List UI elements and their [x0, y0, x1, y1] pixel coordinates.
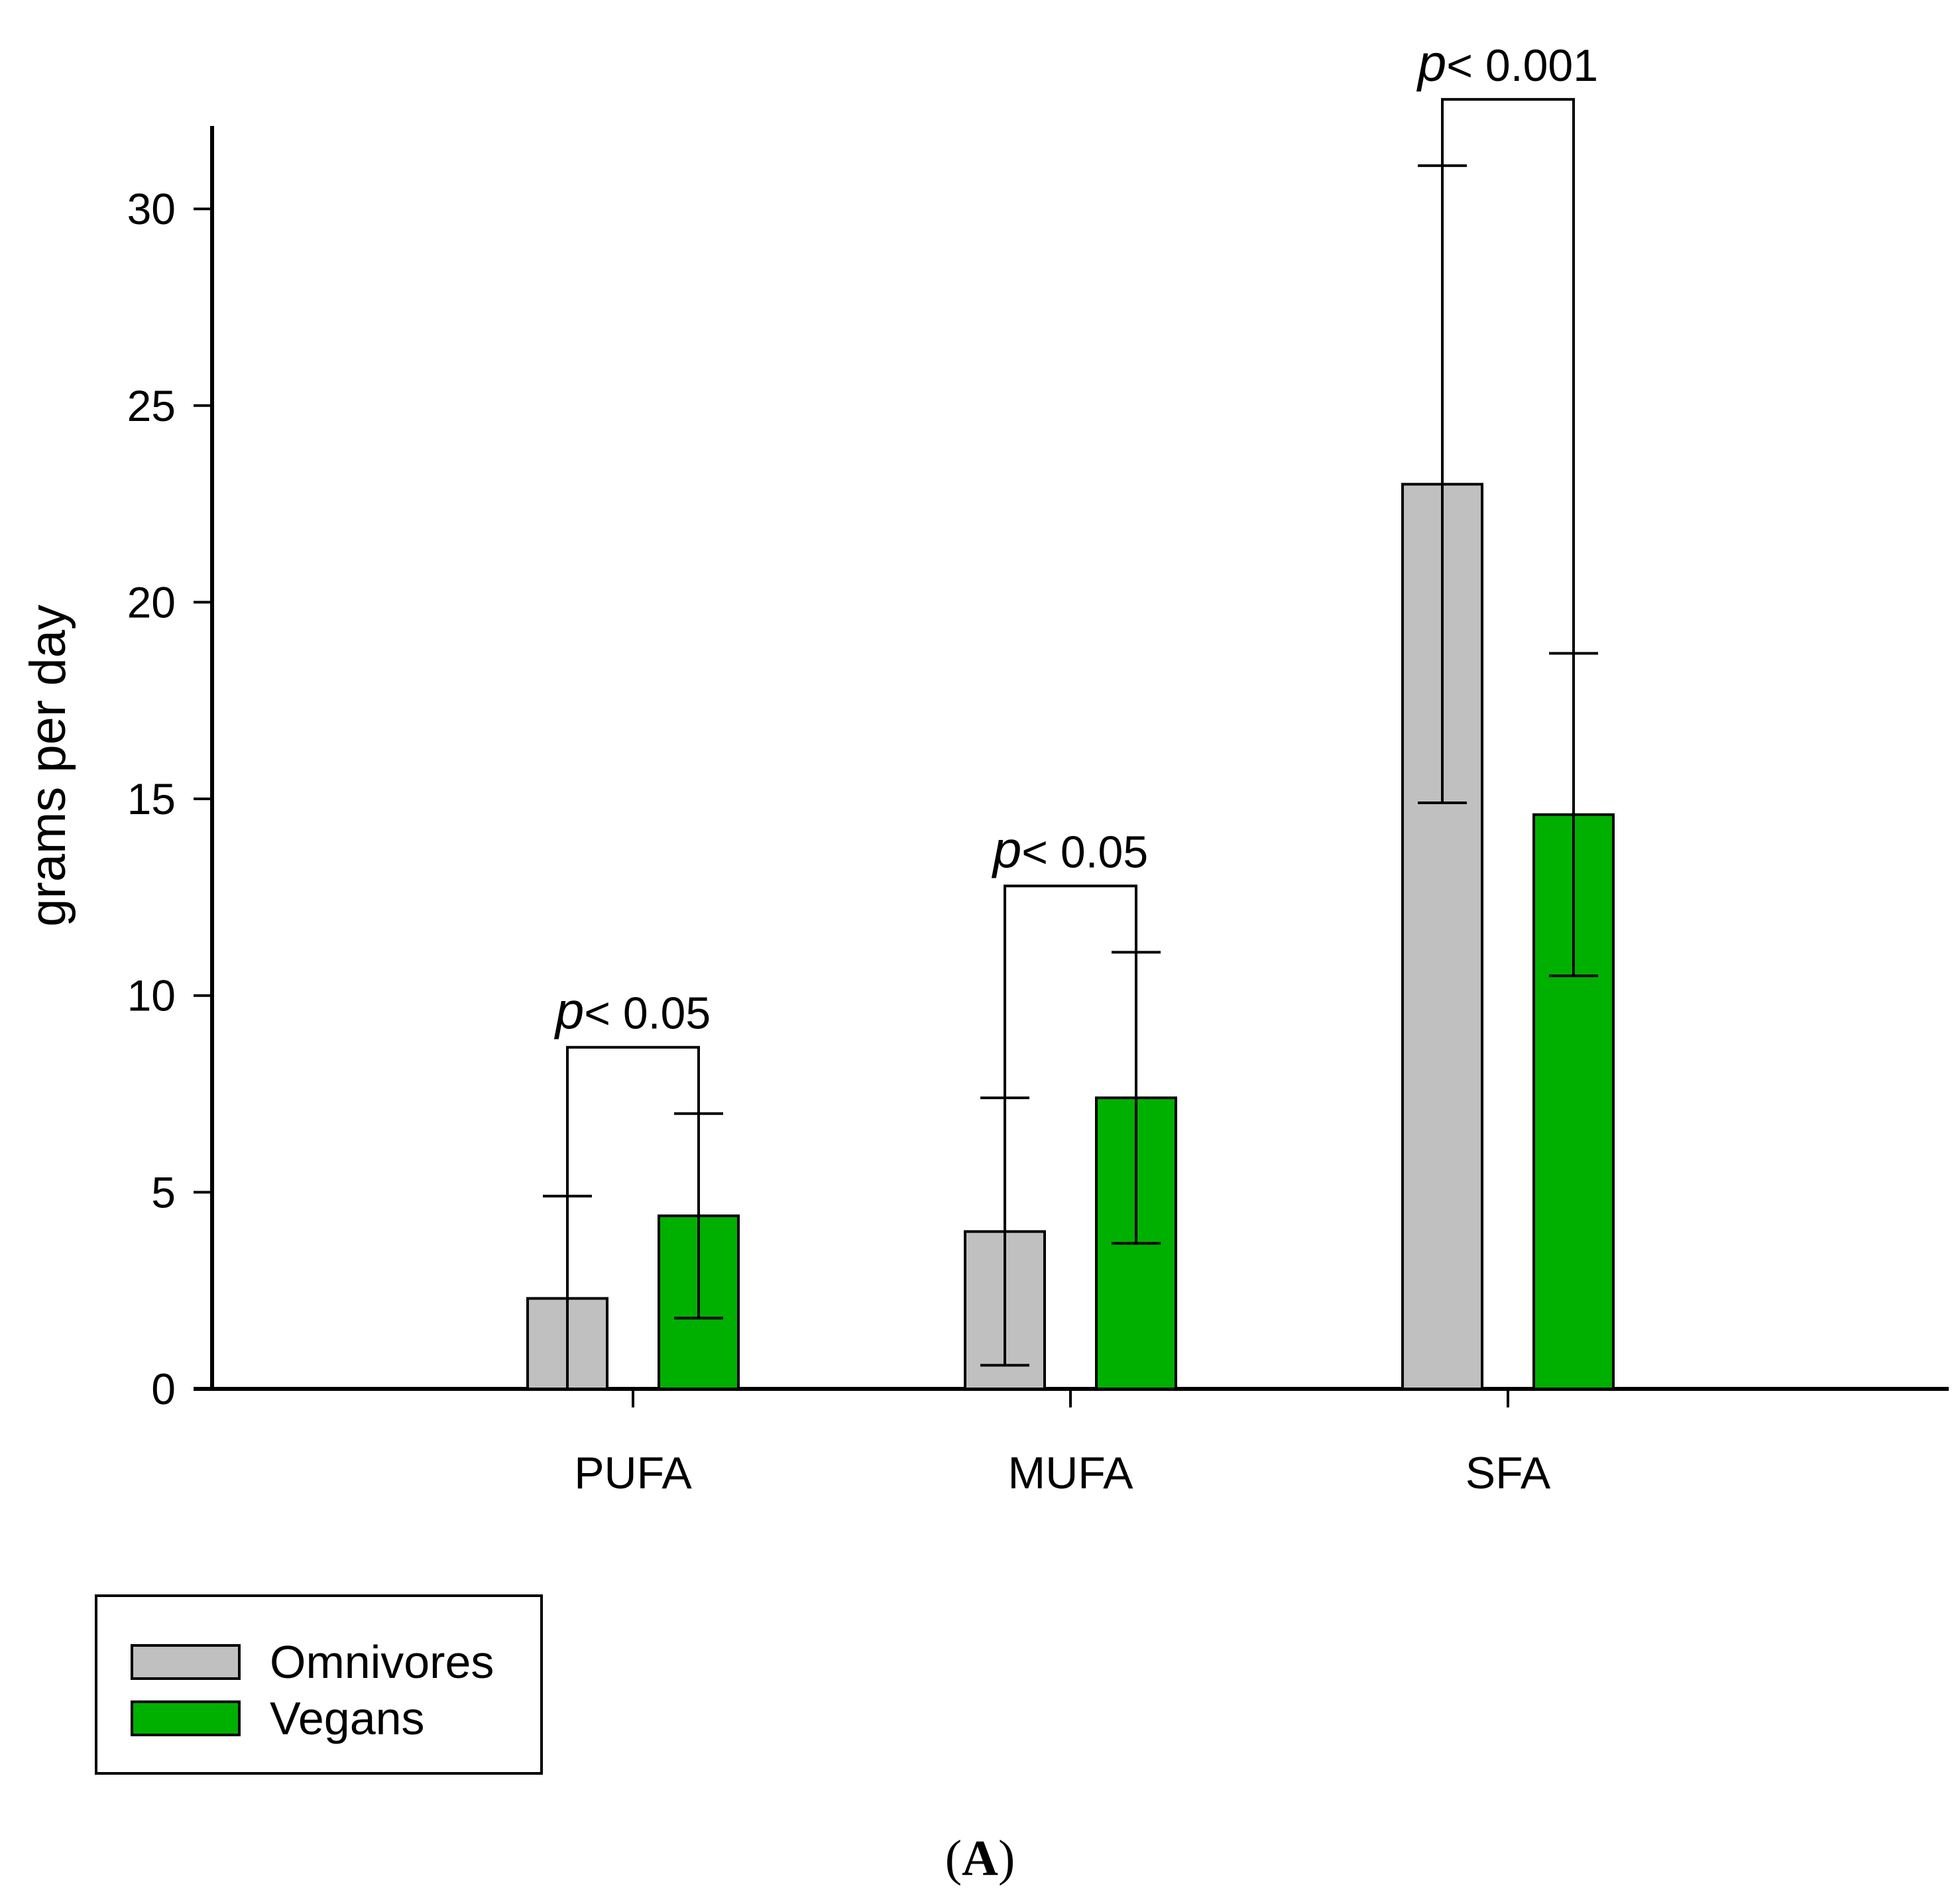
panel-label: (A) [945, 1830, 1015, 1886]
sig-value-sfa: < 0.001 [1446, 40, 1598, 91]
legend: Omnivores Vegans [95, 1594, 543, 1775]
panel-letter: A [962, 1830, 998, 1886]
sig-value-pufa: < 0.05 [584, 988, 711, 1039]
significance-brackets: p< 0.05p< 0.05p< 0.001 [554, 34, 1598, 1197]
y-tick-label-5: 5 [151, 1167, 176, 1217]
bars [526, 483, 1615, 1391]
legend-label-vegans: Vegans [270, 1693, 425, 1744]
bracket-mufa [1004, 884, 1137, 1098]
y-axis-title: grams per day [20, 605, 76, 927]
legend-item-omnivores: Omnivores [131, 1636, 494, 1688]
y-tick-label-30: 30 [127, 184, 176, 233]
sig-value-mufa: < 0.05 [1021, 827, 1148, 877]
bracket-sfa [1441, 97, 1575, 654]
y-tick-label-0: 0 [151, 1364, 176, 1413]
legend-item-vegans: Vegans [131, 1693, 425, 1744]
sig-p-symbol-mufa: p [992, 820, 1021, 878]
x-tick-label-pufa: PUFA [574, 1448, 692, 1498]
sig-p-symbol-sfa: p [1416, 34, 1446, 92]
y-tick-label-25: 25 [127, 381, 176, 430]
legend-swatch-vegans [131, 1700, 241, 1736]
bracket-pufa [566, 1045, 700, 1197]
x-tick-label-mufa: MUFA [1008, 1448, 1134, 1498]
x-tick-label-sfa: SFA [1466, 1448, 1551, 1498]
sig-p-symbol-pufa: p [554, 982, 584, 1040]
y-tick-label-10: 10 [127, 971, 176, 1020]
y-tick-label-15: 15 [127, 774, 176, 823]
axes: 0 5 10 15 20 25 30 PUFA MUFA SFA [127, 126, 1949, 1498]
error-bars [543, 164, 1598, 1390]
sig-label-pufa: p< 0.05 [554, 982, 711, 1040]
legend-label-omnivores: Omnivores [270, 1636, 494, 1688]
y-tick-label-20: 20 [127, 577, 176, 626]
sig-label-sfa: p< 0.001 [1416, 34, 1598, 92]
legend-swatch-omnivores [131, 1644, 241, 1680]
sig-label-mufa: p< 0.05 [992, 820, 1148, 878]
